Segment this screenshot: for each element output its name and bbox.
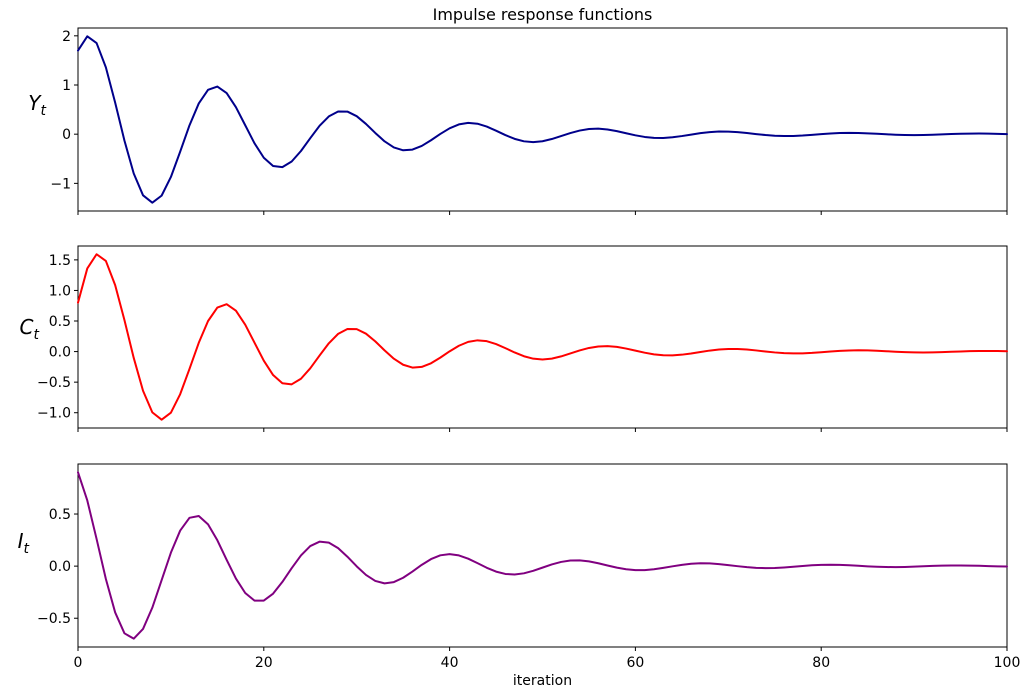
y-axis-label-It: It (0, 529, 29, 556)
y-tick-label-Y_t: 1 (62, 78, 71, 94)
y-axis-label-Ct: Ct (0, 315, 39, 342)
y-tick-label-C_t: −1.0 (37, 406, 71, 422)
y-tick-label-Y_t: 2 (62, 29, 71, 45)
y-tick-label-Y_t: 0 (62, 127, 71, 143)
chart-title: Impulse response functions (432, 5, 653, 24)
x-tick-label: 40 (441, 655, 459, 671)
y-axis-label-It-base: I (17, 529, 24, 553)
y-tick-label-I_t: 0.5 (49, 507, 71, 523)
y-axis-label-Yt-sub: t (40, 103, 47, 119)
x-tick-label: 20 (255, 655, 273, 671)
x-tick-label: 80 (812, 655, 830, 671)
y-axis-label-Yt: Yt (0, 91, 46, 118)
line-series-I_t (77, 471, 1008, 640)
y-tick-label-C_t: 0.0 (49, 345, 71, 361)
subplot-frame-C_t (77, 245, 1008, 429)
y-tick-label-C_t: −0.5 (37, 375, 71, 391)
y-axis-label-Ct-sub: t (33, 327, 40, 343)
subplot-frame-Y_t (77, 27, 1008, 212)
y-axis-label-Ct-base: C (19, 315, 34, 339)
y-tick-label-C_t: 0.5 (49, 314, 71, 330)
y-tick-label-C_t: 1.0 (49, 283, 71, 299)
x-tick-label: 100 (994, 655, 1021, 671)
line-series-C_t (77, 253, 1008, 421)
y-tick-label-C_t: 1.5 (49, 253, 71, 269)
subplot-frame-I_t (77, 463, 1008, 648)
y-tick-label-Y_t: −1 (50, 176, 71, 192)
y-tick-label-I_t: 0.0 (49, 559, 71, 575)
y-axis-label-Yt-base: Y (28, 91, 41, 115)
x-tick-label: 0 (74, 655, 83, 671)
y-tick-label-I_t: −0.5 (37, 611, 71, 627)
x-axis-label: iteration (512, 673, 573, 689)
x-tick-label: 60 (626, 655, 644, 671)
y-axis-label-It-sub: t (23, 541, 30, 557)
line-series-Y_t (77, 35, 1008, 204)
